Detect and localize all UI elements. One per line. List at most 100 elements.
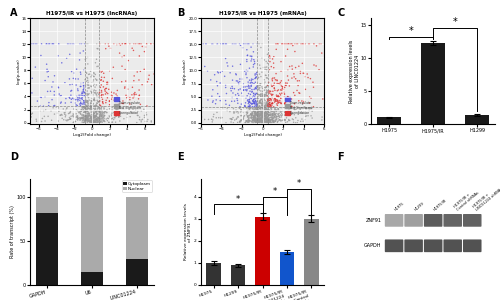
Point [245, 120, 253, 125]
Point [84, 111, 92, 116]
Point [74, 108, 82, 113]
Point [256, 83, 264, 88]
Point [75, 93, 83, 98]
Point [259, 116, 267, 120]
Point [268, 108, 276, 112]
Point [270, 96, 278, 101]
Point [80, 105, 88, 110]
Point [242, 88, 250, 92]
Point [257, 119, 265, 124]
Point [254, 120, 262, 124]
Point [318, 51, 326, 56]
Point [268, 101, 276, 106]
Point [86, 108, 94, 113]
Point [230, 86, 238, 91]
Point [98, 120, 106, 125]
Point [84, 83, 92, 88]
Point [250, 117, 258, 122]
Point [266, 68, 274, 72]
Point [28, 111, 36, 116]
Point [264, 101, 272, 106]
Point [252, 120, 260, 124]
Point [278, 42, 285, 46]
Point [88, 118, 96, 122]
Point [250, 109, 258, 114]
Point [244, 91, 252, 96]
Point [248, 111, 256, 116]
Point [257, 109, 265, 114]
Point [82, 113, 90, 118]
Point [89, 88, 97, 93]
Point [88, 99, 96, 104]
Point [250, 59, 258, 64]
Point [91, 119, 99, 124]
Point [84, 114, 92, 118]
Point [90, 116, 98, 121]
Point [260, 112, 268, 117]
Point [259, 97, 267, 101]
Point [118, 55, 126, 60]
Point [271, 105, 279, 110]
Point [274, 119, 281, 124]
Point [93, 98, 101, 103]
Point [262, 65, 270, 70]
Point [259, 106, 267, 111]
Point [259, 105, 267, 110]
Bar [465, 115, 489, 124]
Point [271, 115, 279, 120]
Point [256, 63, 264, 68]
Point [276, 112, 284, 117]
Point [84, 117, 92, 122]
Point [260, 93, 268, 98]
Point [243, 106, 251, 111]
Point [251, 113, 259, 118]
Point [36, 108, 44, 113]
Point [239, 42, 247, 46]
Point [84, 86, 92, 91]
Point [259, 119, 267, 124]
Point [244, 110, 252, 115]
Point [41, 118, 49, 123]
Point [248, 113, 256, 118]
Point [88, 109, 96, 114]
Point [234, 87, 242, 92]
Point [272, 42, 280, 46]
Point [270, 110, 278, 115]
Point [78, 108, 86, 113]
Point [42, 42, 50, 46]
Point [270, 81, 278, 85]
Point [254, 114, 262, 118]
Point [266, 118, 274, 122]
Point [250, 104, 258, 109]
Point [78, 115, 86, 120]
Point [280, 85, 288, 90]
Point [92, 110, 100, 115]
Point [244, 108, 252, 113]
Point [300, 111, 308, 116]
Point [108, 76, 116, 81]
Point [256, 109, 264, 114]
Point [163, 42, 171, 46]
Point [276, 98, 284, 103]
Point [48, 118, 56, 123]
Point [10, 97, 18, 102]
Point [138, 117, 146, 122]
Point [260, 117, 268, 122]
Point [274, 106, 282, 111]
Point [66, 116, 74, 121]
Point [88, 120, 96, 124]
Point [101, 87, 109, 92]
Point [84, 112, 92, 116]
Point [252, 113, 260, 118]
Point [270, 85, 278, 90]
Point [80, 115, 88, 120]
Point [262, 116, 270, 120]
Point [302, 106, 310, 111]
Point [292, 65, 300, 70]
Point [254, 112, 262, 117]
Point [274, 93, 282, 98]
Point [278, 112, 286, 117]
Point [90, 111, 98, 116]
Point [270, 115, 278, 119]
Point [256, 117, 264, 122]
